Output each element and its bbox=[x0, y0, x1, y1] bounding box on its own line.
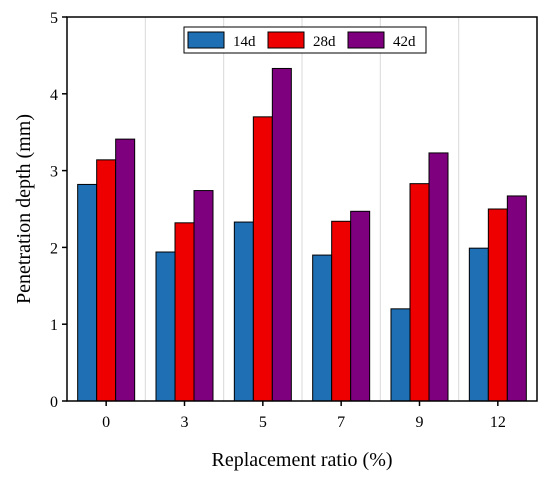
legend: 14d 28d 42d bbox=[183, 26, 427, 54]
x-tick-label: 12 bbox=[490, 414, 506, 431]
bar-28d-5 bbox=[252, 116, 273, 402]
bar-28d-7 bbox=[331, 220, 352, 402]
y-tick-label: 3 bbox=[50, 164, 58, 181]
bar-28d-0 bbox=[96, 159, 117, 402]
bar-14d-5 bbox=[233, 221, 254, 402]
legend-swatch-14d bbox=[187, 31, 225, 49]
bar-42d-7 bbox=[350, 210, 371, 402]
plot-frame bbox=[66, 16, 538, 402]
y-axis-label: Penetration depth (mm) bbox=[13, 114, 35, 304]
x-tick-label: 7 bbox=[337, 414, 345, 431]
bar-14d-9 bbox=[390, 308, 411, 402]
x-tick-label: 3 bbox=[181, 414, 189, 431]
bar-42d-5 bbox=[271, 67, 292, 402]
bar-14d-7 bbox=[312, 254, 333, 402]
y-tick-label: 2 bbox=[50, 240, 58, 257]
legend-label-42d: 42d bbox=[393, 34, 416, 50]
bar-42d-12 bbox=[506, 195, 527, 402]
x-axis-label: Replacement ratio (%) bbox=[211, 449, 392, 471]
y-tick-label: 1 bbox=[50, 317, 58, 334]
bar-28d-9 bbox=[409, 183, 430, 402]
y-tick-label: 4 bbox=[50, 87, 58, 104]
bar-42d-3 bbox=[193, 190, 214, 402]
bar-14d-12 bbox=[468, 247, 489, 402]
x-tick-label: 5 bbox=[259, 414, 267, 431]
y-tick-label: 5 bbox=[50, 10, 58, 27]
x-tick-label: 9 bbox=[416, 414, 424, 431]
bar-42d-9 bbox=[428, 152, 449, 402]
bar-28d-3 bbox=[174, 222, 195, 402]
legend-swatch-28d bbox=[267, 31, 305, 49]
bar-42d-0 bbox=[115, 138, 136, 402]
bar-14d-3 bbox=[155, 251, 176, 402]
legend-swatch-42d bbox=[347, 31, 385, 49]
y-tick-label: 0 bbox=[50, 394, 58, 411]
legend-label-28d: 28d bbox=[313, 34, 336, 50]
bar-14d-0 bbox=[77, 183, 98, 402]
bar-28d-12 bbox=[487, 208, 508, 402]
legend-label-14d: 14d bbox=[233, 34, 256, 50]
grid bbox=[144, 17, 460, 401]
x-tick-label: 0 bbox=[102, 414, 110, 431]
